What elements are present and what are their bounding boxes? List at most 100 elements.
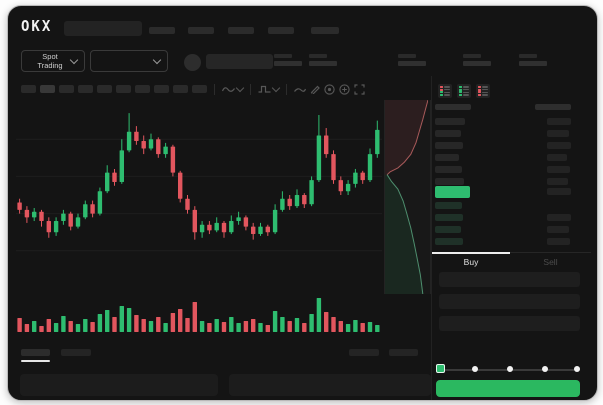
orderbook-bids-view-icon[interactable] [457,84,471,98]
market-type-dropdown[interactable]: Spot Trading [21,50,85,72]
orderbook-asks-view-icon[interactable] [476,84,490,98]
slider-step-dot[interactable] [507,366,513,372]
candle-interval-icon[interactable] [258,83,281,94]
ticker-stat [398,54,428,66]
stat-value-placeholder [274,61,302,66]
chevron-down-icon [69,55,79,64]
color-square [440,93,443,96]
color-square [478,91,481,94]
stat-value-placeholder [398,61,426,66]
bid-price-bar [435,238,463,245]
nav-item[interactable] [228,27,254,34]
pair-title-placeholder [206,54,273,69]
timeframe-button[interactable] [21,85,36,93]
nav-item[interactable] [268,27,294,34]
order-input-field[interactable] [439,272,580,287]
bid-row[interactable] [432,214,591,221]
stat-label-placeholder [463,54,481,58]
bid-row[interactable] [432,226,591,233]
color-square [478,88,481,91]
chart-option[interactable] [349,349,379,356]
nav-item[interactable] [311,27,339,34]
tab-sell[interactable]: Sell [543,257,558,267]
nav-item[interactable] [149,27,175,34]
divider [286,83,287,95]
ask-price-bar [435,166,462,173]
bottom-panel-right [229,374,431,396]
stat-label-placeholder [519,54,537,58]
fullscreen-icon[interactable] [354,83,365,95]
ask-price-bar [435,142,463,149]
chevron-down-icon [152,55,162,64]
timeframe-button[interactable] [78,85,93,93]
orderbook-combined-view-icon[interactable] [438,84,452,98]
color-square [478,86,481,88]
slider-step-dot[interactable] [542,366,548,372]
camera-icon[interactable] [324,83,335,95]
ticker-stat [274,54,304,66]
line [463,88,469,91]
ask-price-bar [435,178,464,185]
color-square [440,91,443,94]
bid-row[interactable] [432,238,591,245]
timeframe-button[interactable] [59,85,74,93]
chart-tab[interactable] [61,349,91,356]
timeframe-button[interactable] [173,85,188,93]
tab-buy[interactable]: Buy [463,257,479,267]
search-box[interactable] [64,21,142,36]
ask-row[interactable] [432,178,591,185]
slider-step-dot[interactable] [472,366,478,372]
line [444,88,450,91]
ask-row[interactable] [432,154,591,161]
bid-amount-bar [547,226,569,233]
depth-chart [385,99,429,295]
timeframe-button[interactable] [135,85,150,93]
ask-amount-bar [547,142,571,149]
color-square [478,93,481,96]
settings-icon[interactable] [339,83,350,95]
brush-tool-icon[interactable] [310,84,320,94]
nav-item[interactable] [188,27,214,34]
active-tab-underline [21,360,50,362]
trendline-tool-icon[interactable] [294,85,306,94]
okx-logo: OKX [21,18,53,36]
line [463,86,469,88]
slider-step-dot[interactable] [574,366,580,372]
ticker-stat [309,54,339,66]
indicator-wave-icon[interactable] [222,83,245,94]
line [444,94,450,96]
ask-price-bar [435,130,461,137]
timeframe-button[interactable] [154,85,169,93]
timeframe-button[interactable] [192,85,207,93]
stat-value-placeholder [463,61,491,66]
stat-label-placeholder [309,54,327,58]
chart-tab-active[interactable] [21,349,50,356]
color-square [440,86,443,88]
pair-selector-dropdown[interactable] [90,50,168,72]
chart-option[interactable] [389,349,418,356]
ask-amount-bar [547,154,567,161]
ask-row[interactable] [432,130,591,137]
bottom-panel-left [20,374,218,396]
buy-submit-button[interactable] [436,380,580,397]
ticker-stat [463,54,493,66]
timeframe-button[interactable] [40,85,55,93]
color-square [459,88,462,91]
line [463,94,469,96]
app-window: OKX Spot Trading [7,5,598,401]
stat-label-placeholder [274,54,292,58]
ask-row[interactable] [432,142,591,149]
candlestick-chart[interactable] [16,98,382,298]
timeframe-button[interactable] [116,85,131,93]
ask-row[interactable] [432,166,591,173]
order-input-field[interactable] [439,316,580,331]
order-input-field[interactable] [439,294,580,309]
color-square [459,86,462,88]
bid-row[interactable] [432,202,591,209]
last-price-pill[interactable] [435,186,470,198]
color-square [440,88,443,91]
amount-slider-handle[interactable] [436,364,445,373]
ask-row[interactable] [432,118,591,125]
timeframe-button[interactable] [97,85,112,93]
